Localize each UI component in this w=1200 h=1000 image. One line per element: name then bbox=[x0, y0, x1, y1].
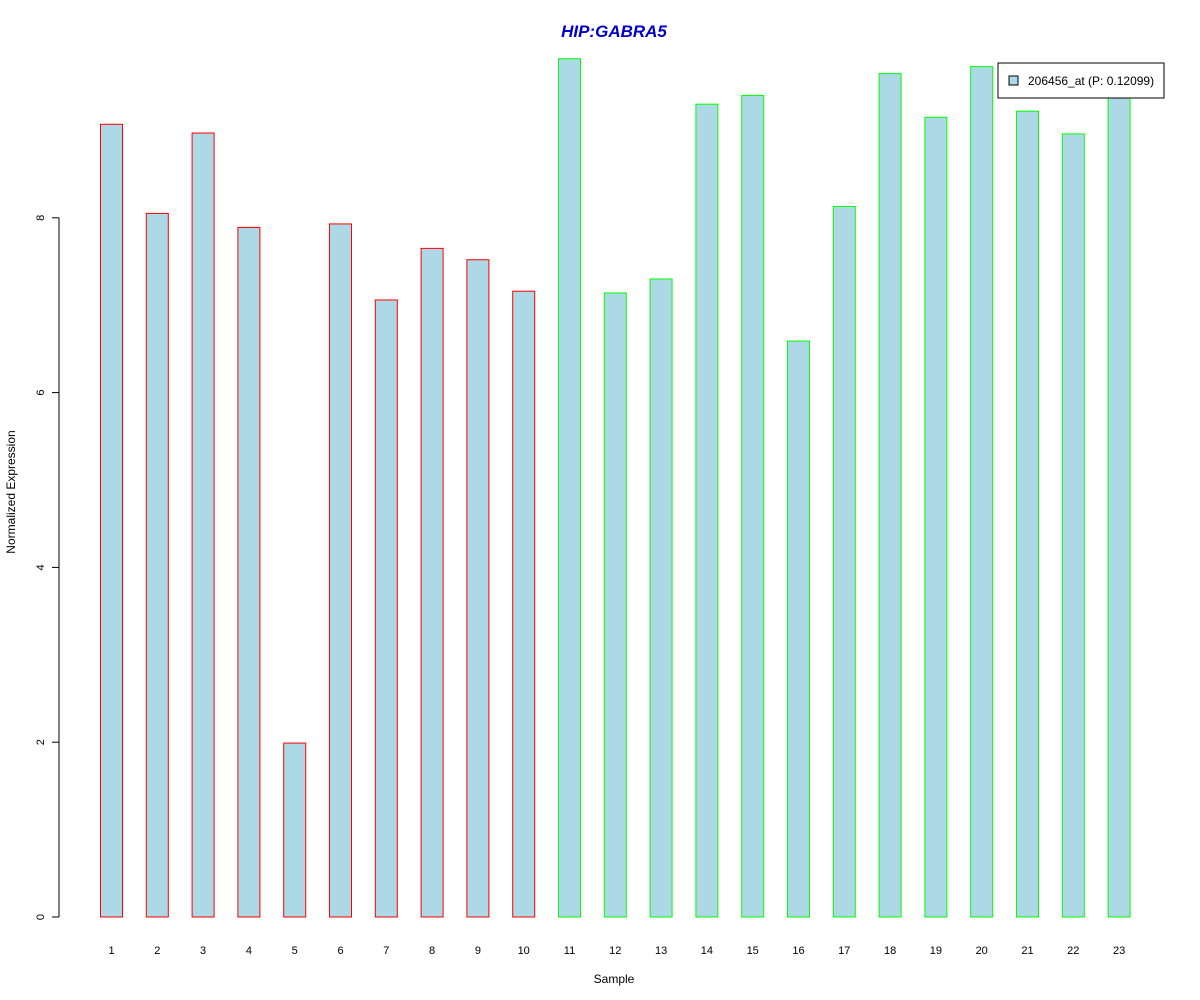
y-tick-label: 2 bbox=[35, 739, 47, 745]
x-tick-label: 1 bbox=[108, 945, 114, 957]
x-tick-label: 5 bbox=[292, 945, 298, 957]
bar-sample-20 bbox=[970, 66, 994, 918]
bar-sample-6 bbox=[329, 223, 352, 918]
bar-sample-18 bbox=[878, 73, 902, 918]
bar-sample-23 bbox=[1107, 92, 1131, 918]
bar-sample-14 bbox=[695, 103, 719, 918]
x-tick-label: 13 bbox=[655, 945, 667, 957]
x-tick-label: 2 bbox=[154, 945, 160, 957]
x-tick-label: 4 bbox=[246, 945, 252, 957]
bar-sample-16 bbox=[787, 340, 810, 918]
x-tick-label: 18 bbox=[884, 945, 896, 957]
x-tick-label: 17 bbox=[838, 945, 850, 957]
x-tick-label: 10 bbox=[518, 945, 530, 957]
legend-label: 206456_at (P: 0.12099) bbox=[1028, 74, 1154, 88]
legend: 206456_at (P: 0.12099) bbox=[997, 62, 1165, 99]
x-tick-labels: 1 2 3 4 5 6 7 8 9 10 11 12 13 14 15 16 17 18 19 20 21 22 23 bbox=[108, 945, 1125, 957]
bar-sample-7 bbox=[374, 299, 398, 918]
bar-sample-15 bbox=[741, 94, 765, 918]
chart-title: HIP:GABRA5 bbox=[561, 22, 667, 41]
bar-sample-13 bbox=[649, 278, 673, 918]
x-tick-label: 11 bbox=[564, 945, 575, 957]
x-tick-label: 6 bbox=[337, 945, 343, 957]
bar-sample-1 bbox=[100, 123, 123, 918]
bar-sample-10 bbox=[512, 290, 536, 918]
x-tick-label: 19 bbox=[930, 945, 942, 957]
bar-sample-21 bbox=[1016, 110, 1039, 918]
x-tick-label: 14 bbox=[701, 945, 713, 957]
bars bbox=[100, 58, 1131, 918]
bar-sample-12 bbox=[603, 292, 627, 918]
legend-swatch bbox=[1008, 75, 1019, 86]
x-tick-label: 23 bbox=[1113, 945, 1125, 957]
bar-sample-4 bbox=[237, 226, 261, 918]
x-tick-label: 9 bbox=[475, 945, 481, 957]
x-tick-label: 22 bbox=[1067, 945, 1079, 957]
y-tick-label: 4 bbox=[35, 564, 47, 570]
bar-sample-5 bbox=[283, 742, 307, 918]
x-axis-label: Sample bbox=[594, 972, 635, 986]
y-tick-label: 6 bbox=[35, 390, 47, 396]
bar-sample-22 bbox=[1061, 133, 1085, 918]
bar-sample-3 bbox=[191, 132, 215, 918]
x-tick-label: 8 bbox=[429, 945, 435, 957]
legend-box bbox=[997, 62, 1165, 99]
x-tick-label: 7 bbox=[383, 945, 389, 957]
x-tick-label: 3 bbox=[200, 945, 206, 957]
x-tick-label: 20 bbox=[976, 945, 988, 957]
bar-sample-19 bbox=[924, 116, 948, 918]
y-tick-label: 8 bbox=[35, 215, 47, 221]
x-tick-label: 16 bbox=[792, 945, 804, 957]
bar-sample-9 bbox=[466, 259, 490, 918]
y-axis: 0 2 4 6 8 bbox=[35, 215, 60, 920]
bar-sample-2 bbox=[145, 212, 169, 918]
bar-sample-11 bbox=[558, 58, 581, 918]
x-tick-label: 12 bbox=[609, 945, 621, 957]
bar-sample-17 bbox=[832, 205, 856, 918]
x-tick-label: 21 bbox=[1021, 945, 1033, 957]
y-axis-label: Normalized Expression bbox=[4, 430, 18, 553]
bar-sample-8 bbox=[420, 247, 444, 918]
y-tick-label: 0 bbox=[35, 914, 47, 920]
x-tick-label: 15 bbox=[747, 945, 759, 957]
